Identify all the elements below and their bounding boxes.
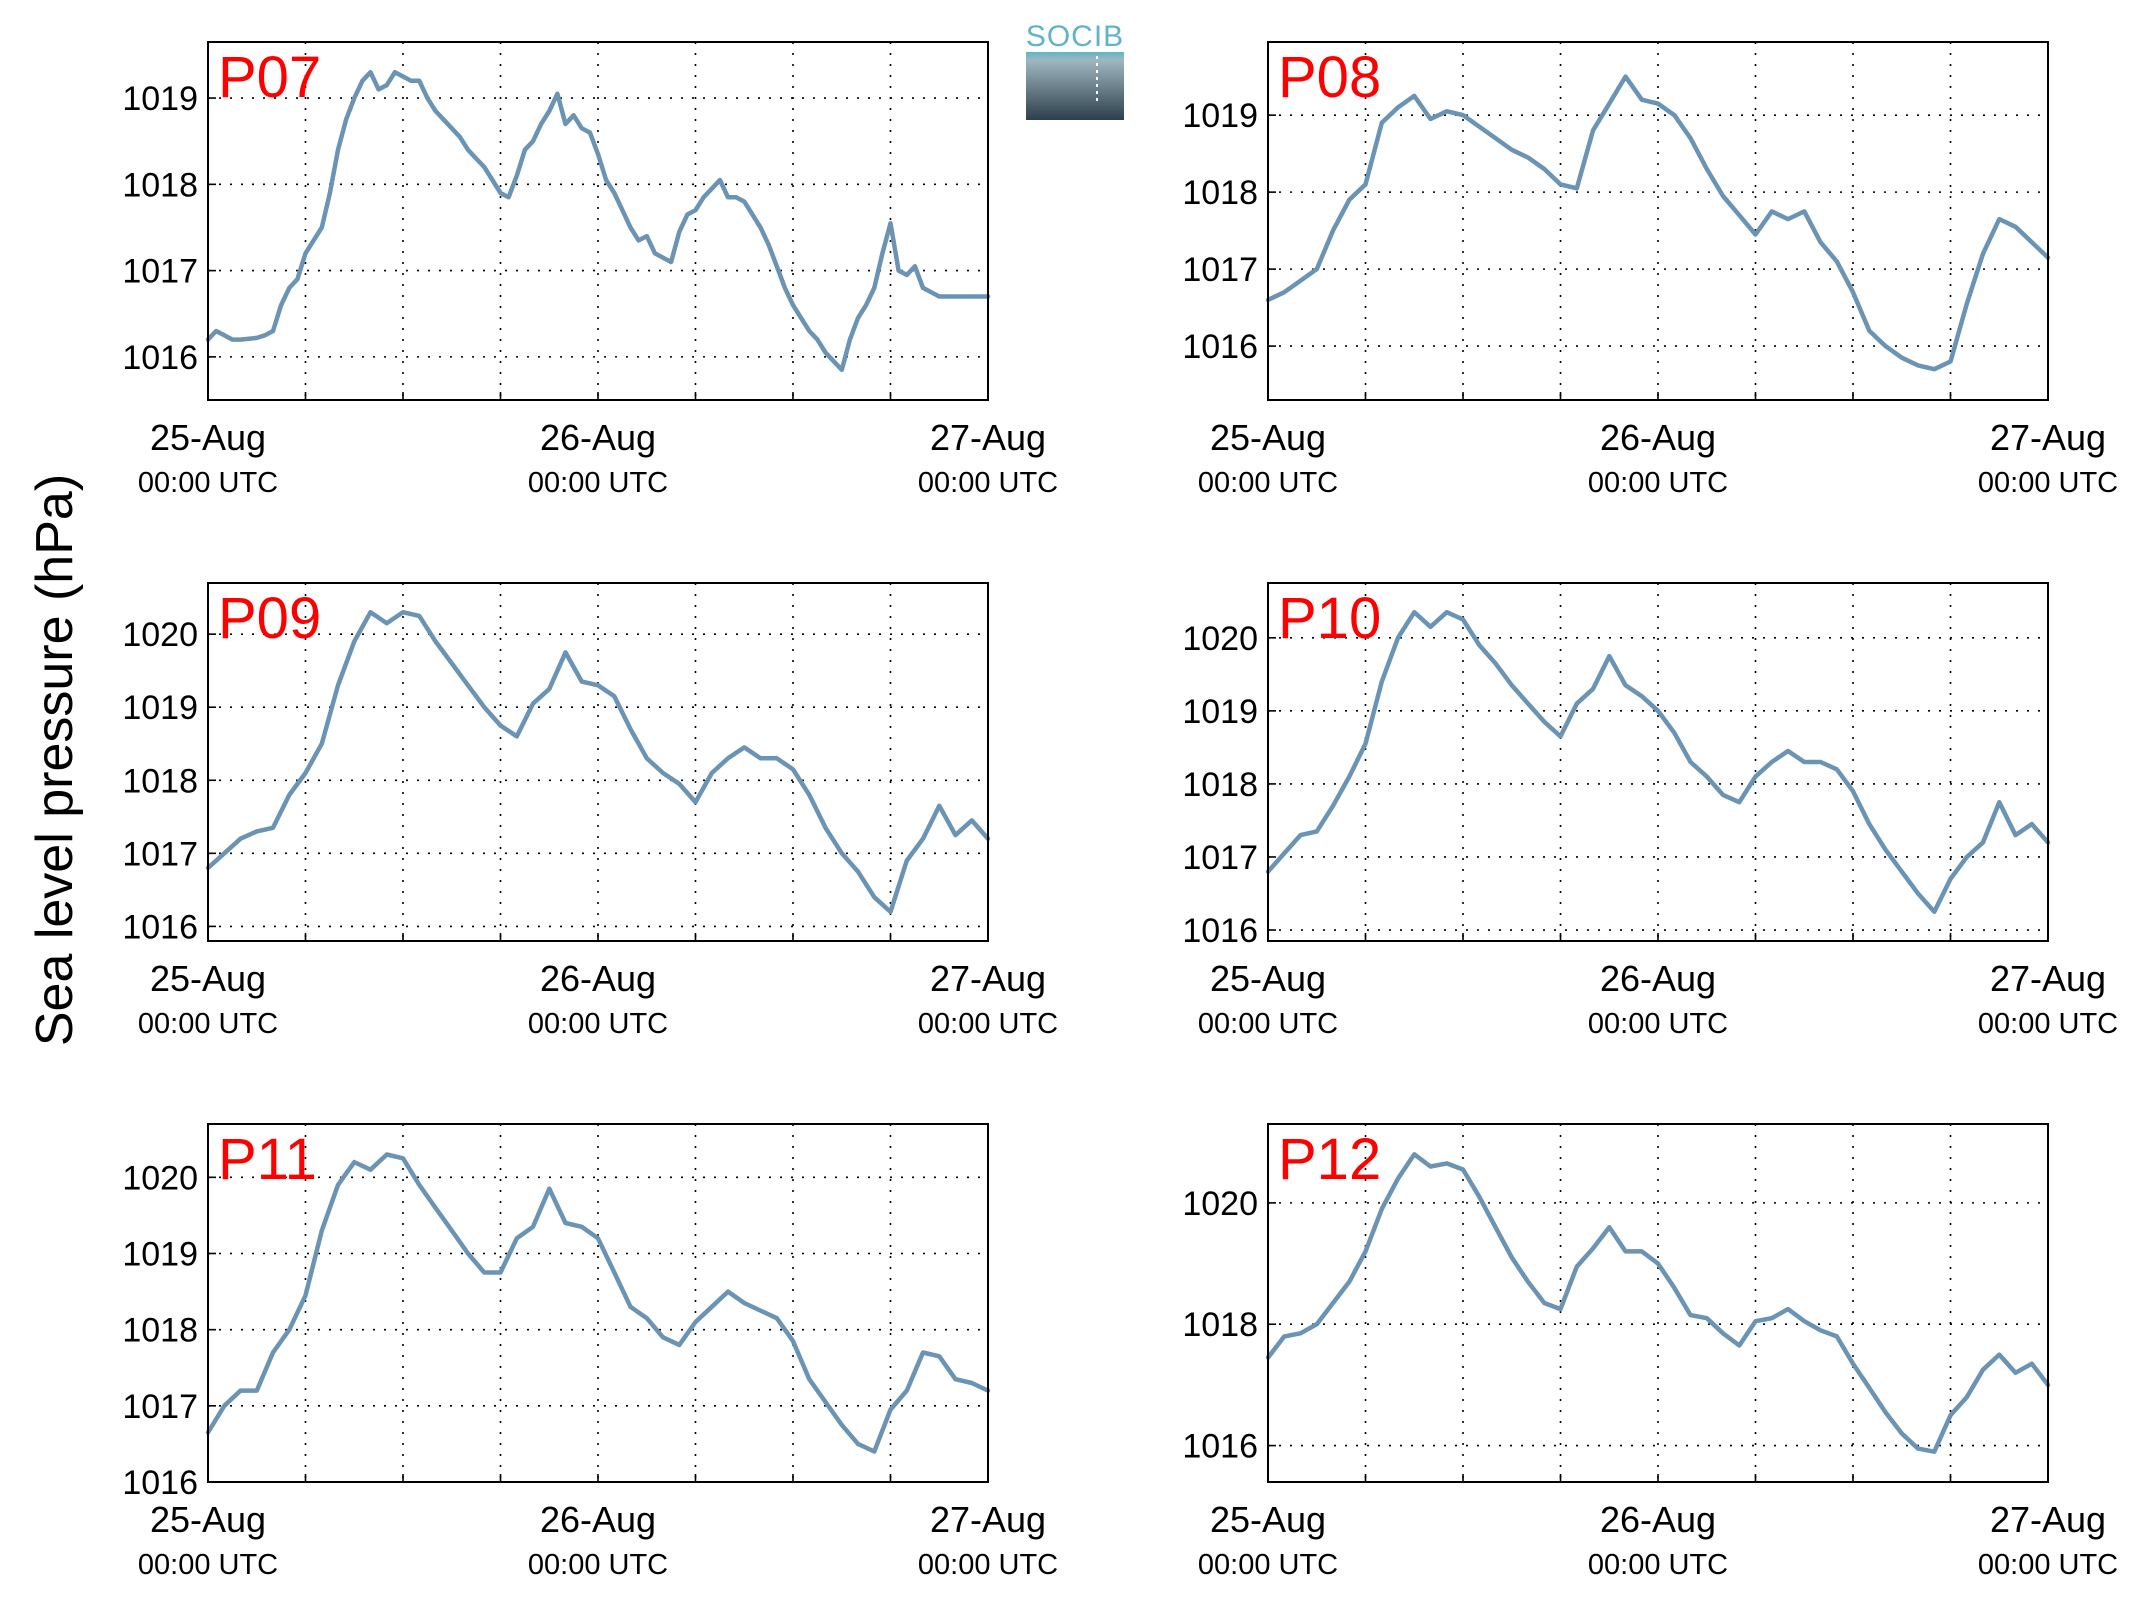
- x-tick-time-label: 00:00 UTC: [528, 1549, 668, 1581]
- x-tick-time-label: 00:00 UTC: [138, 1008, 278, 1040]
- panel-p09: 1016 1017 1018 1019 1020 P09 25-Aug 00:00 UTC 26…: [122, 582, 1058, 1040]
- panels-container: 1016 1017 1018 1019 P07 25-Aug 00:00 UTC 26-Aug…: [122, 41, 2118, 1581]
- y-tick-label: 1016: [1182, 328, 1258, 366]
- x-tick-time-label: 00:00 UTC: [1588, 467, 1728, 499]
- y-tick-label: 1017: [1182, 251, 1258, 289]
- series-line-p09: [205, 609, 991, 915]
- y-tick-label: 1016: [122, 908, 198, 946]
- logo-gradient-block: [1026, 52, 1124, 120]
- x-tick-time-label: 00:00 UTC: [1978, 1549, 2118, 1581]
- series-line-p10: [1265, 609, 2051, 915]
- axes-frame: [207, 1123, 989, 1483]
- panel-p08: 1016 1017 1018 1019 P08 25-Aug 00:00 UTC 26-Aug…: [1182, 41, 2118, 499]
- panel-p10: 1016 1017 1018 1019 1020 P10 25-Aug 00:00 UTC 26…: [1182, 582, 2118, 1040]
- y-axis-label: Sea level pressure (hPa): [26, 474, 84, 1046]
- axes-frame: [1267, 582, 2049, 942]
- socib-logo: SOCIB: [1026, 20, 1124, 120]
- x-tick-date-label: 26-Aug: [540, 417, 656, 458]
- y-tick-label: 1020: [122, 1159, 198, 1197]
- x-tick-date-label: 26-Aug: [540, 1499, 656, 1540]
- x-tick-time-label: 00:00 UTC: [528, 1008, 668, 1040]
- series-line-p08: [1265, 74, 2051, 372]
- x-tick-date-label: 26-Aug: [1600, 1499, 1716, 1540]
- x-tick-date-label: 27-Aug: [930, 958, 1046, 999]
- y-tick-label: 1016: [122, 1464, 198, 1502]
- axes-frame: [1267, 41, 2049, 401]
- y-tick-label: 1019: [122, 689, 198, 727]
- axes-frame: [207, 582, 989, 942]
- series-line-p12: [1265, 1152, 2051, 1454]
- axes-frame: [1267, 1123, 2049, 1483]
- axes-frame: [207, 41, 989, 401]
- x-tick-date-label: 26-Aug: [1600, 417, 1716, 458]
- x-tick-time-label: 00:00 UTC: [1588, 1008, 1728, 1040]
- x-tick-date-label: 27-Aug: [930, 417, 1046, 458]
- x-tick-date-label: 25-Aug: [150, 417, 266, 458]
- x-tick-date-label: 27-Aug: [1990, 417, 2106, 458]
- x-tick-date-label: 26-Aug: [540, 958, 656, 999]
- y-tick-label: 1017: [122, 253, 198, 291]
- panel-title: P11: [218, 1127, 317, 1192]
- series-line-p07: [205, 69, 991, 373]
- x-tick-date-label: 25-Aug: [1210, 417, 1326, 458]
- x-tick-time-label: 00:00 UTC: [1198, 467, 1338, 499]
- x-tick-date-label: 25-Aug: [150, 1499, 266, 1540]
- x-tick-time-label: 00:00 UTC: [138, 1549, 278, 1581]
- y-tick-label: 1017: [122, 1388, 198, 1426]
- y-tick-label: 1019: [122, 80, 198, 118]
- x-tick-time-label: 00:00 UTC: [1588, 1549, 1728, 1581]
- panel-title: P07: [218, 45, 321, 110]
- y-tick-label: 1017: [1182, 839, 1258, 877]
- panel-p11: 1016 1017 1018 1019 1020 P11 25-Aug 00:00 UTC 26…: [122, 1123, 1058, 1581]
- x-tick-time-label: 00:00 UTC: [918, 1549, 1058, 1581]
- panel-p07: 1016 1017 1018 1019 P07 25-Aug 00:00 UTC 26-Aug…: [122, 41, 1058, 499]
- y-tick-label: 1019: [1182, 693, 1258, 731]
- panel-title: P09: [218, 586, 321, 651]
- x-tick-date-label: 26-Aug: [1600, 958, 1716, 999]
- y-tick-label: 1018: [122, 1312, 198, 1350]
- x-tick-date-label: 25-Aug: [150, 958, 266, 999]
- y-tick-label: 1020: [1182, 1185, 1258, 1223]
- y-tick-label: 1016: [1182, 1428, 1258, 1466]
- y-tick-label: 1019: [122, 1235, 198, 1273]
- x-tick-time-label: 00:00 UTC: [918, 1008, 1058, 1040]
- y-tick-label: 1017: [122, 835, 198, 873]
- x-tick-date-label: 27-Aug: [1990, 1499, 2106, 1540]
- y-tick-label: 1019: [1182, 97, 1258, 135]
- x-tick-date-label: 27-Aug: [930, 1499, 1046, 1540]
- x-tick-time-label: 00:00 UTC: [918, 467, 1058, 499]
- x-tick-time-label: 00:00 UTC: [138, 467, 278, 499]
- x-tick-date-label: 25-Aug: [1210, 958, 1326, 999]
- y-tick-label: 1020: [122, 616, 198, 654]
- logo-text: SOCIB: [1026, 20, 1124, 53]
- x-tick-time-label: 00:00 UTC: [1978, 1008, 2118, 1040]
- x-tick-time-label: 00:00 UTC: [1198, 1549, 1338, 1581]
- panel-p12: 1016 1018 1020 P12 25-Aug 00:00 UTC 26-Aug 00:0…: [1182, 1123, 2118, 1581]
- x-tick-time-label: 00:00 UTC: [528, 467, 668, 499]
- series-line-p11: [205, 1152, 991, 1454]
- panel-title: P12: [1278, 1127, 1381, 1192]
- y-tick-label: 1018: [1182, 1306, 1258, 1344]
- panel-title: P10: [1278, 586, 1381, 651]
- y-tick-label: 1018: [122, 762, 198, 800]
- x-tick-date-label: 27-Aug: [1990, 958, 2106, 999]
- y-tick-label: 1020: [1182, 620, 1258, 658]
- x-tick-time-label: 00:00 UTC: [1978, 467, 2118, 499]
- y-tick-label: 1018: [1182, 766, 1258, 804]
- panel-title: P08: [1278, 45, 1381, 110]
- x-tick-date-label: 25-Aug: [1210, 1499, 1326, 1540]
- y-tick-label: 1018: [122, 166, 198, 204]
- y-tick-label: 1016: [1182, 912, 1258, 950]
- y-tick-label: 1016: [122, 339, 198, 377]
- x-tick-time-label: 00:00 UTC: [1198, 1008, 1338, 1040]
- y-tick-label: 1018: [1182, 174, 1258, 212]
